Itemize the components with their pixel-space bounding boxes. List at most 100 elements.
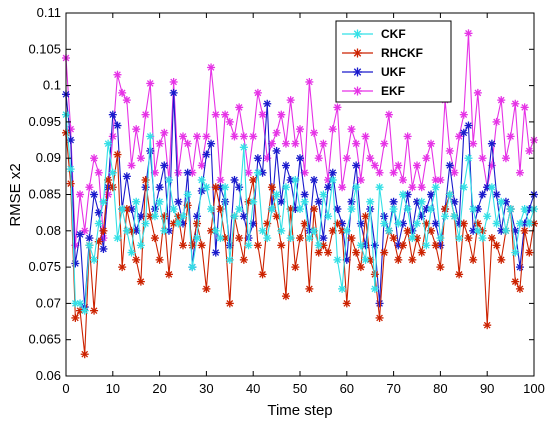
data-point-ckf [436,234,445,243]
data-point-ckf [445,190,454,199]
data-point-ukf [239,212,248,221]
data-point-ckf [108,168,117,177]
data-point-ckf [179,212,187,221]
data-point-ekf [94,168,103,177]
data-point-ckf [211,226,220,235]
data-point-ekf [417,183,426,192]
data-point-ckf [263,234,272,243]
data-point-rhckf [483,321,492,330]
data-point-ckf [197,175,206,184]
data-point-ckf [422,241,431,250]
data-point-ekf [207,63,216,72]
data-point-ekf [66,125,75,134]
data-point-ekf [361,132,370,141]
x-tick-label: 0 [62,381,69,396]
data-point-ekf [328,125,337,134]
y-tick-label: 0.065 [28,332,61,347]
data-point-ukf [99,244,108,253]
data-point-ckf [515,219,524,228]
data-point-ekf [506,132,515,141]
data-point-rhckf [497,255,506,264]
legend-item-ekf: EKF [342,84,405,98]
legend: CKF RHCKF UKF EKF [335,20,452,103]
data-point-ckf [473,226,482,235]
data-point-ekf [253,88,262,97]
data-point-rhckf [403,226,412,235]
data-point-ckf [408,234,417,243]
data-point-ckf [455,234,464,243]
data-point-ekf [366,154,375,163]
data-point-ekf [244,168,253,177]
data-point-ckf [193,234,202,243]
y-tick-label: 0.06 [36,368,61,383]
data-point-ekf [370,161,379,170]
legend-item-ukf: UKF [342,65,406,79]
data-point-ukf [113,121,122,130]
data-point-ckf [324,212,333,221]
data-point-ckf [132,197,141,206]
data-point-ekf [314,154,323,163]
y-tick-label: 0.075 [28,259,61,274]
legend-item-ckf: CKF [342,27,406,41]
data-point-ckf [314,241,323,250]
data-point-ekf [225,117,234,126]
data-point-rhckf [305,284,314,293]
data-point-ukf [169,88,178,97]
data-point-ckf [183,190,192,199]
data-point-rhckf [342,299,351,308]
y-tick-label: 0.1 [43,78,61,93]
data-point-rhckf [267,183,276,192]
data-point-rhckf [164,270,173,279]
y-tick-label: 0.07 [36,295,61,310]
data-point-ekf [305,77,314,86]
data-point-ckf [342,226,351,235]
data-point-ckf [66,165,75,174]
data-point-ukf [193,212,202,221]
legend-marker-ckf [353,29,362,39]
data-point-ckf [525,219,534,228]
data-point-ekf [352,139,361,148]
data-point-ekf [211,110,220,119]
data-point-ukf [174,197,183,206]
data-point-ckf [155,197,164,206]
data-point-ckf [464,154,473,163]
data-point-rhckf [281,292,290,301]
data-point-ckf [356,241,365,250]
data-point-ekf [249,132,258,141]
data-point-ckf [122,226,131,235]
data-point-rhckf [328,226,337,235]
legend-marker-rhckf [353,48,362,58]
y-tick-label: 0.09 [36,150,61,165]
data-point-rhckf [398,241,407,250]
data-point-ekf [394,161,403,170]
data-point-ekf [277,110,286,119]
data-point-ckf [244,241,253,250]
data-point-rhckf [356,263,365,272]
data-point-ckf [99,197,108,206]
data-point-ekf [155,139,164,148]
data-point-ekf [511,99,520,108]
data-point-rhckf [193,219,202,228]
data-point-rhckf [179,241,187,250]
data-point-ukf [146,146,155,155]
data-point-ukf [431,219,440,228]
data-point-ckf [94,219,103,228]
y-tick-label: 0.095 [28,114,61,129]
data-point-ekf [179,132,187,141]
data-point-ukf [478,190,487,199]
x-tick-label: 50 [293,381,307,396]
data-point-ukf [375,299,384,308]
data-point-rhckf [225,299,234,308]
data-point-rhckf [436,263,445,272]
legend-label-ukf: UKF [381,65,406,79]
data-point-ukf [328,168,337,177]
data-point-ekf [183,139,192,148]
x-tick-label: 100 [523,381,545,396]
data-point-ckf [370,284,379,293]
y-tick-label: 0.085 [28,187,61,202]
data-point-ekf [520,103,529,112]
data-point-ckf [202,183,211,192]
data-point-ekf [398,175,407,184]
data-point-rhckf [427,226,436,235]
data-point-ckf [225,255,234,264]
